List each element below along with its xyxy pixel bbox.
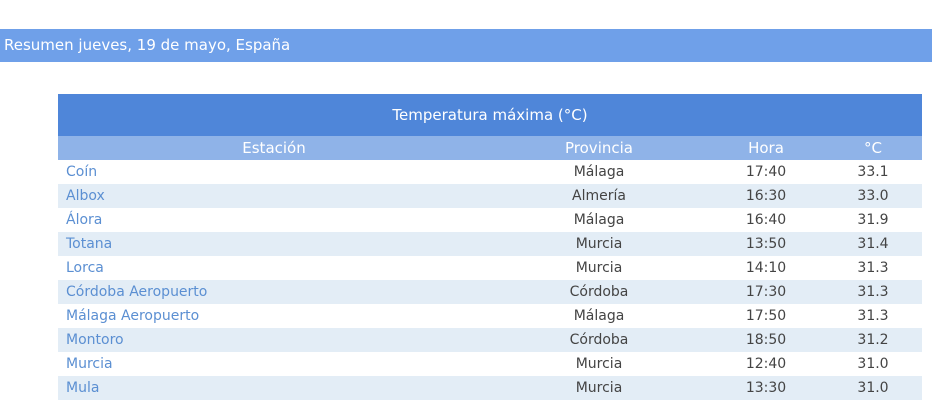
table-cell: 31.3 <box>857 260 889 276</box>
table-row: Córdoba Aeropuerto Córdoba 17:30 31.3 <box>58 280 922 304</box>
table-cell: Málaga <box>573 308 625 324</box>
table-body: Coín Málaga 17:40 33.1 Albox Almería 16:30 33.0… <box>58 160 922 400</box>
max-temperature-table: Temperatura máxima (°C) Estación Provinci… <box>58 94 922 400</box>
table-cell: 13:50 <box>708 232 824 256</box>
table-row: Totana Murcia 13:50 31.4 <box>58 232 922 256</box>
table-cell: 13:30 <box>708 376 824 400</box>
station-link[interactable]: Córdoba Aeropuerto <box>58 280 490 304</box>
table-cell: 16:40 <box>745 212 787 228</box>
table-cell: Murcia <box>490 376 708 400</box>
table-cell: Málaga <box>573 212 625 228</box>
station-link[interactable]: Montoro <box>58 328 490 352</box>
table-cell: 17:30 <box>708 280 824 304</box>
table-cell: 31.0 <box>857 356 889 372</box>
table-row: Murcia Murcia 12:40 31.0 <box>58 352 922 376</box>
table-row: Málaga Aeropuerto Málaga 17:50 31.3 <box>58 304 922 328</box>
table-row: Montoro Córdoba 18:50 31.2 <box>58 328 922 352</box>
station-link[interactable]: Málaga Aeropuerto <box>66 308 200 324</box>
table-cell: 33.1 <box>857 164 889 180</box>
table-cell: Málaga <box>573 164 625 180</box>
column-header: Estación <box>58 136 490 160</box>
table-cell: Córdoba <box>490 280 708 304</box>
table-cell: 18:50 <box>708 328 824 352</box>
table-title: Temperatura máxima (°C) <box>58 94 922 136</box>
station-link[interactable]: Álora <box>66 212 103 228</box>
station-link[interactable]: Albox <box>58 184 490 208</box>
table-row: Mula Murcia 13:30 31.0 <box>58 376 922 400</box>
table-cell: Murcia <box>575 356 623 372</box>
table-cell: 31.3 <box>824 280 922 304</box>
table-cell: Córdoba <box>490 328 708 352</box>
station-link[interactable]: Mula <box>58 376 490 400</box>
table-cell: 31.3 <box>857 308 889 324</box>
table-cell: 31.2 <box>824 328 922 352</box>
table-row: Albox Almería 16:30 33.0 <box>58 184 922 208</box>
table-cell: 31.4 <box>824 232 922 256</box>
summary-header: Resumen jueves, 19 de mayo, España <box>0 29 932 62</box>
station-link[interactable]: Murcia <box>66 356 113 372</box>
table-cell: 17:40 <box>745 164 787 180</box>
table-cell: 31.9 <box>857 212 889 228</box>
table-cell: 31.0 <box>824 376 922 400</box>
station-link[interactable]: Totana <box>58 232 490 256</box>
table-row: Coín Málaga 17:40 33.1 <box>58 160 922 184</box>
table-cell: 14:10 <box>745 260 787 276</box>
table-cell: Murcia <box>575 260 623 276</box>
column-header: Hora <box>708 136 824 160</box>
table-cell: 33.0 <box>824 184 922 208</box>
table-cell: 12:40 <box>745 356 787 372</box>
column-header: °C <box>824 136 922 160</box>
table-cell: 16:30 <box>708 184 824 208</box>
table-cell: 17:50 <box>745 308 787 324</box>
column-header-row: Estación Provincia Hora °C <box>58 136 922 160</box>
table-row: Lorca Murcia 14:10 31.3 <box>58 256 922 280</box>
column-header: Provincia <box>490 136 708 160</box>
table-row: Álora Málaga 16:40 31.9 <box>58 208 922 232</box>
table-cell: Murcia <box>490 232 708 256</box>
station-link[interactable]: Lorca <box>66 260 104 276</box>
station-link[interactable]: Coín <box>66 164 98 180</box>
table-cell: Almería <box>490 184 708 208</box>
